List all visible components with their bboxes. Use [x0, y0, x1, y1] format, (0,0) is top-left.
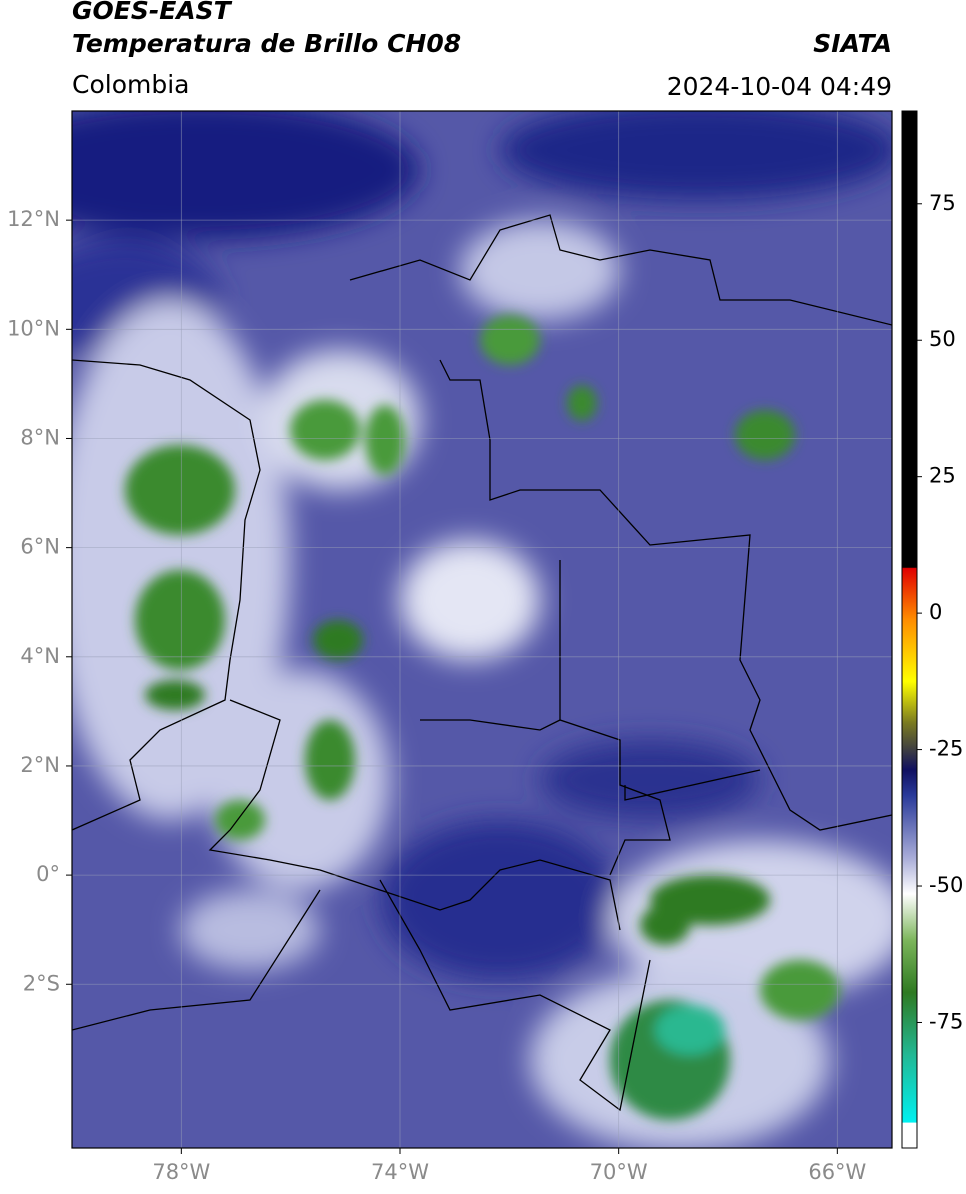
y-tick-label: 8°N	[20, 425, 60, 449]
colorbar	[901, 110, 918, 1149]
colorbar-tick-label: -75	[929, 1009, 963, 1033]
borders	[72, 214, 892, 1112]
imagery	[72, 111, 892, 1148]
x-tick-label: 74°W	[371, 1160, 429, 1184]
x-tick-label: 66°W	[808, 1160, 866, 1184]
x-tick-label: 70°W	[590, 1160, 648, 1184]
x-tick-label: 78°W	[152, 1160, 210, 1184]
colorbar-tick-label: 50	[929, 327, 956, 351]
cloud-field	[72, 111, 892, 1148]
y-tick-label: 2°S	[23, 971, 60, 995]
y-tick-label: 6°N	[20, 535, 60, 559]
y-tick-label: 4°N	[20, 644, 60, 668]
y-tick-label: 2°N	[20, 753, 60, 777]
map-frame	[71, 110, 893, 1149]
colorbar-tick-label: 0	[929, 600, 942, 624]
y-tick-label: 0°	[36, 862, 60, 886]
colorbar-tick-label: -25	[929, 737, 963, 761]
colorbar-tick-label: 75	[929, 191, 956, 215]
subtitle: Temperatura de Brillo CH08	[72, 29, 461, 58]
colorbar-tick-label: -50	[929, 873, 963, 897]
timestamp: 2024-10-04 04:49	[667, 72, 892, 101]
source: SIATA	[813, 29, 892, 58]
deep-convection	[125, 315, 840, 1120]
title: GOES-EAST	[72, 0, 233, 25]
region: Colombia	[72, 70, 189, 99]
y-tick-label: 10°N	[7, 316, 60, 340]
y-tick-label: 12°N	[7, 207, 60, 231]
graticule	[72, 111, 892, 1148]
colorbar-tick-label: 25	[929, 464, 956, 488]
